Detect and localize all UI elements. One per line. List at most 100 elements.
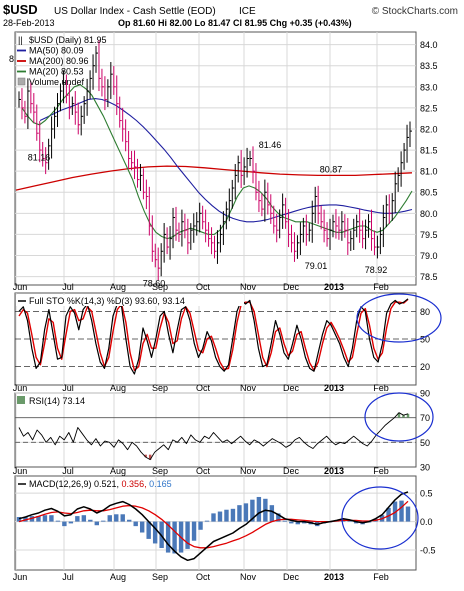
price-legend-entry: MA(50) 80.09 — [17, 46, 84, 56]
price-tick-label: 83.5 — [420, 61, 438, 71]
price-annotation: 78.60 — [143, 278, 166, 288]
macd-histogram-bar — [107, 515, 112, 522]
highlight-circle-rsi — [364, 392, 434, 442]
macd-histogram-bar — [243, 503, 249, 522]
exchange-label: ICE — [239, 6, 256, 17]
macd-histogram-bar — [211, 513, 216, 522]
symbol-label: $USD — [3, 2, 38, 17]
price-tick-label: 83.0 — [420, 82, 438, 92]
sto-d-line — [18, 298, 409, 371]
x-axis-month-label: 2013 — [324, 383, 344, 393]
x-axis-month-label: Oct — [196, 572, 211, 582]
x-axis: Jun Jul Aug Sep Oct Nov Dec 2013 Feb Jun Jul Aug Sep… — [13, 282, 389, 582]
x-axis-month-label: Dec — [283, 466, 300, 476]
price-tick-label: 80.0 — [420, 209, 438, 219]
x-axis-month-label: Jul — [62, 282, 74, 292]
instrument-name: US Dollar Index - Cash Settle (EOD) — [54, 6, 216, 17]
price-tick-label: 78.5 — [420, 272, 438, 282]
macd-histogram-bar — [36, 516, 41, 522]
legend-swatch-icon — [17, 77, 26, 86]
macd-histogram-bar — [146, 521, 151, 539]
macd-histogram-bar — [139, 521, 145, 533]
x-axis-month-label: Dec — [283, 282, 300, 292]
price-annotation: 81.16 — [28, 152, 51, 162]
x-axis-month-label: Aug — [110, 383, 126, 393]
price-tick-label: 81.5 — [420, 146, 438, 156]
sto-label: Full STO %K(14,3) %D(3) 93.60, 93.14 — [29, 296, 185, 306]
x-axis-month-label: Nov — [240, 282, 257, 292]
price-panel: 78.5 79.0 79.5 80.0 80.5 81.0 81.5 82.0 82.5 83.0… — [9, 31, 438, 288]
price-tick-label: 82.5 — [420, 103, 438, 113]
macd-signal-line — [18, 500, 409, 549]
macd-tick-label: 0.5 — [420, 489, 433, 499]
macd-histogram-bar — [133, 521, 138, 527]
macd-histogram-bar — [191, 521, 197, 541]
macd-histogram-bar — [204, 520, 210, 522]
macd-histogram-bar — [405, 506, 411, 522]
price-tick-label: 81.0 — [420, 167, 438, 177]
macd-histogram-bar — [392, 501, 398, 522]
legend-label: MA(20) 80.53 — [29, 67, 84, 77]
price-tick-label: 80.5 — [420, 188, 438, 198]
macd-histogram-bar — [49, 515, 54, 522]
macd-histogram-bar — [217, 511, 223, 522]
macd-tick-label: -0.5 — [420, 546, 436, 556]
macd-histogram-bar — [120, 514, 125, 522]
macd-histogram-bar — [81, 515, 87, 522]
x-axis-month-label: Jun — [13, 466, 28, 476]
macd-histogram-bar — [256, 496, 262, 522]
price-annotation: 78.92 — [365, 265, 388, 275]
highlight-circle-sto — [356, 293, 442, 343]
macd-panel: -0.5 0.0 0.5 MACD(12,26,9) 0.521, 0.356, 0.… — [14, 475, 436, 571]
price-annotation: 80.87 — [320, 165, 343, 175]
macd-histogram-bar — [101, 520, 106, 522]
macd-histogram-bar — [16, 517, 22, 522]
macd-histogram-bar — [224, 509, 229, 522]
sto-tick-label: 20 — [420, 362, 430, 372]
x-axis-month-label: Dec — [283, 572, 300, 582]
macd-label: MACD(12,26,9) 0.521, 0.356, 0.165 — [29, 479, 172, 489]
legend-label: $USD (Daily) 81.95 — [29, 35, 107, 45]
rsi-tick-label: 90 — [420, 389, 430, 399]
price-legend-entry: || $USD (Daily) 81.95 — [18, 35, 107, 45]
rsi-tick-label: 50 — [420, 438, 430, 448]
legend-label: MA(50) 80.09 — [29, 46, 84, 56]
date-label: 28-Feb-2013 — [3, 18, 55, 28]
macd-histogram-bar — [347, 520, 352, 522]
price-legend-entry: MA(20) 80.53 — [17, 67, 84, 77]
rsi-line — [18, 412, 409, 461]
macd-histogram-bar — [114, 514, 119, 522]
x-axis-month-label: Jul — [62, 572, 74, 582]
sto-k-line — [18, 298, 409, 375]
x-axis-month-label: Jun — [13, 572, 28, 582]
x-axis-month-label: Jun — [13, 282, 28, 292]
rsi-legend-swatch-icon — [17, 396, 25, 404]
rsi-tick-label: 70 — [420, 413, 430, 423]
macd-histogram-bar — [399, 500, 404, 522]
x-axis-month-label: Feb — [373, 572, 389, 582]
stochastic-panel: 20 50 80 Full STO %K(14,3) %D(3) 93.60, 93.… — [14, 292, 442, 386]
x-axis-month-label: Jul — [62, 383, 74, 393]
ohlc-summary: Op 81.60 Hi 82.00 Lo 81.47 Cl 81.95 Chg … — [118, 18, 352, 28]
x-axis-month-label: Jul — [62, 466, 74, 476]
macd-histogram-bar — [386, 507, 391, 522]
x-axis-month-label: Nov — [240, 572, 257, 582]
x-axis-month-label: Nov — [240, 466, 257, 476]
macd-histogram-bar — [172, 521, 177, 554]
x-axis-month-label: Aug — [110, 572, 126, 582]
rsi-panel: 30 50 70 90 RSI(14) 73.14 — [14, 389, 434, 473]
macd-histogram-bar — [68, 521, 74, 524]
macd-histogram-bar — [276, 513, 281, 522]
sto-label-bg — [16, 295, 244, 306]
macd-histogram-bar — [185, 521, 190, 549]
x-axis-month-label: Oct — [196, 282, 211, 292]
x-axis-month-label: Sep — [152, 572, 168, 582]
macd-histogram-bar — [75, 516, 80, 522]
macd-histogram-bar — [353, 521, 359, 524]
macd-histogram-bar — [269, 505, 275, 522]
price-tick-label: 84.0 — [420, 40, 438, 50]
macd-histogram-bar — [88, 519, 93, 522]
x-axis-month-label: 2013 — [324, 572, 344, 582]
highlight-circle-macd — [341, 486, 419, 550]
x-axis-month-label: Sep — [152, 282, 168, 292]
